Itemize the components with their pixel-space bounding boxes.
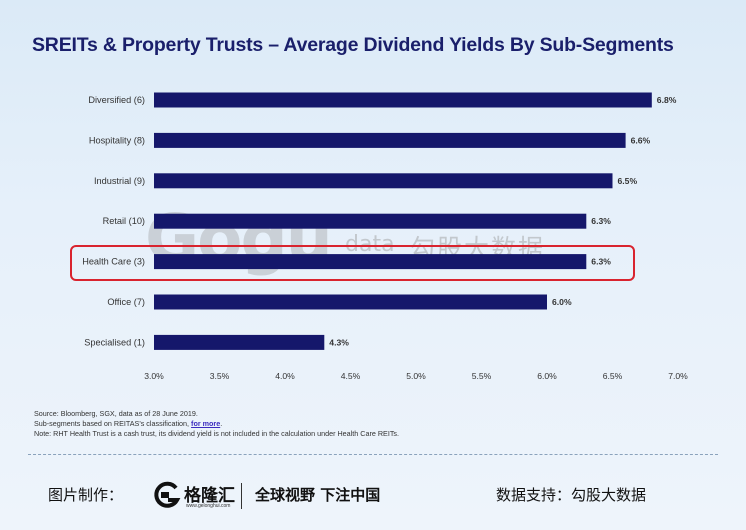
x-tick-label: 5.5%	[472, 371, 492, 381]
category-label: Health Care (3)	[82, 257, 145, 267]
category-label: Specialised (1)	[84, 337, 145, 347]
brand-url: www.gelonghui.com	[186, 503, 231, 509]
value-label: 6.0%	[552, 297, 572, 307]
x-tick-label: 3.0%	[144, 371, 164, 381]
gelonghui-logo-icon	[154, 481, 181, 508]
value-label: 6.5%	[618, 176, 638, 186]
value-label: 6.6%	[631, 135, 651, 145]
bar	[154, 173, 613, 189]
note-subsegments: Sub-segments based on REITAS's classific…	[34, 419, 223, 428]
x-tick-label: 4.0%	[275, 371, 295, 381]
category-label: Retail (10)	[103, 216, 145, 226]
category-label: Industrial (9)	[94, 176, 145, 186]
footer-separator	[241, 483, 242, 509]
x-tick-label: 6.0%	[537, 371, 557, 381]
category-label: Office (7)	[107, 297, 145, 307]
highlight-box	[70, 245, 635, 281]
value-label: 6.8%	[657, 95, 677, 105]
data-support: 数据支持：勾股大数据	[496, 486, 647, 504]
note-rht: Note: RHT Health Trust is a cash trust, …	[34, 429, 400, 438]
chart-notes: Source: Bloomberg, SGX, data as of 28 Ju…	[34, 409, 399, 439]
for-more-link[interactable]: for more	[191, 419, 221, 428]
value-label: 6.3%	[591, 216, 611, 226]
category-label: Diversified (6)	[88, 95, 145, 105]
x-tick-label: 7.0%	[668, 371, 688, 381]
value-label: 6.3%	[591, 257, 611, 267]
brand-name: 格隆汇	[184, 486, 235, 506]
bar	[154, 132, 626, 148]
bar	[154, 213, 587, 229]
bar	[154, 294, 547, 310]
watermark-data: data	[345, 232, 395, 257]
chart-title: SREITs & Property Trusts – Average Divid…	[32, 34, 674, 56]
note-source: Source: Bloomberg, SGX, data as of 28 Ju…	[34, 409, 198, 418]
x-tick-label: 4.5%	[341, 371, 361, 381]
value-label: 4.3%	[329, 337, 349, 347]
made-by-label: 图片制作：	[48, 486, 124, 504]
category-label: Hospitality (8)	[89, 135, 145, 145]
bar-chart: Diversified (6) 6.8% Hospitality (8) 6.6% In…	[82, 92, 688, 381]
footer-divider	[28, 454, 718, 455]
bar	[154, 334, 325, 350]
bar	[154, 92, 652, 108]
x-tick-label: 3.5%	[210, 371, 230, 381]
x-tick-label: 6.5%	[603, 371, 623, 381]
x-tick-label: 5.0%	[406, 371, 426, 381]
bar	[154, 254, 587, 270]
slogan: 全球视野 下注中国	[255, 486, 381, 504]
